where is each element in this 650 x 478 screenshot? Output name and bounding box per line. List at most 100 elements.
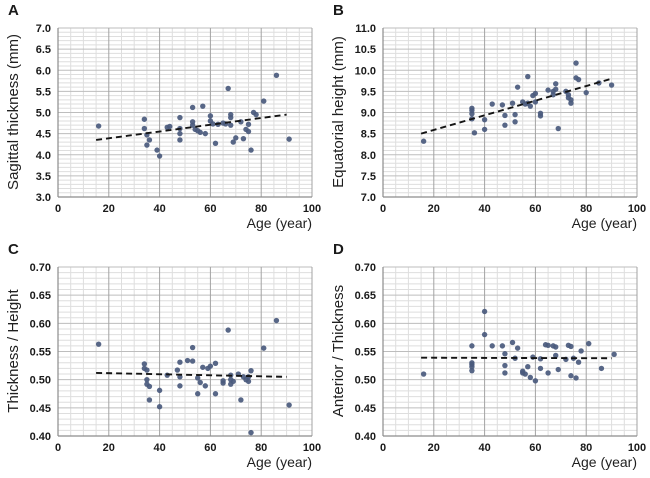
- data-point: [144, 367, 150, 373]
- data-point: [611, 351, 617, 358]
- y-tick-label: 0.45: [30, 403, 51, 415]
- data-point: [177, 359, 183, 365]
- data-point: [509, 100, 516, 106]
- panel-b: B Equatorial height (mm) 7.0 7.5 8.0 8.5 9.0…: [325, 0, 650, 239]
- data-point: [210, 121, 216, 127]
- y-tick-label: 6.5: [36, 44, 51, 56]
- data-point: [568, 100, 574, 106]
- panel-c: C Thickness / Height 0.40 0.45 0.50 0.55 0.6…: [0, 239, 325, 478]
- data-point: [550, 92, 556, 98]
- data-point: [598, 365, 605, 372]
- data-point: [469, 367, 475, 374]
- data-point: [248, 367, 254, 374]
- data-point: [177, 130, 183, 137]
- y-tick-label: 0.40: [355, 431, 376, 443]
- x-tick-label: 0: [380, 203, 386, 215]
- data-point: [481, 308, 488, 315]
- data-point: [586, 340, 592, 347]
- data-point: [471, 130, 478, 136]
- y-tick-label: 9.5: [361, 86, 376, 98]
- y-tick-label: 0.65: [355, 290, 376, 302]
- data-point: [575, 76, 582, 83]
- data-point: [230, 378, 236, 385]
- x-tick-label: 80: [580, 203, 592, 215]
- x-tick-label: 0: [55, 442, 61, 454]
- y-tick-label: 0.55: [355, 347, 376, 359]
- data-point: [502, 122, 508, 128]
- x-tick-label: 100: [303, 203, 321, 215]
- x-tick-label: 80: [255, 203, 267, 215]
- data-point: [499, 343, 506, 349]
- data-point: [555, 366, 561, 373]
- data-point: [146, 137, 153, 143]
- data-point: [583, 89, 589, 96]
- data-point: [253, 111, 259, 118]
- data-point: [553, 86, 559, 92]
- data-point: [197, 129, 203, 136]
- panel-a: A Sagittal thickness (mm) 3.0 3.5 4.0 4.5 5.…: [0, 0, 325, 239]
- data-point: [527, 374, 534, 381]
- data-point: [545, 87, 551, 93]
- panel-b-letter: B: [333, 2, 344, 19]
- x-tick-label: 80: [580, 442, 592, 454]
- data-point: [189, 122, 196, 128]
- data-point: [189, 104, 196, 111]
- data-point: [553, 352, 559, 359]
- data-point: [156, 404, 163, 410]
- y-tick-label: 7.0: [361, 192, 376, 204]
- data-point: [469, 364, 475, 370]
- data-point: [248, 147, 254, 153]
- x-tick-label: 20: [428, 442, 440, 454]
- data-point: [207, 363, 214, 369]
- x-tick-label: 60: [204, 203, 216, 215]
- x-tick-label: 0: [55, 203, 61, 215]
- data-point: [195, 391, 201, 397]
- data-point: [195, 375, 201, 381]
- data-point: [481, 126, 488, 133]
- data-point: [177, 137, 183, 143]
- x-tick-label: 60: [204, 442, 216, 454]
- data-point: [230, 139, 236, 145]
- x-tick-label: 60: [529, 442, 541, 454]
- data-point: [509, 339, 516, 346]
- data-point: [245, 378, 252, 385]
- data-point: [481, 116, 488, 123]
- data-point: [553, 344, 559, 350]
- data-point: [248, 429, 254, 436]
- data-point: [200, 364, 206, 370]
- data-point: [261, 345, 267, 351]
- y-tick-label: 0.55: [30, 347, 51, 359]
- data-point: [532, 90, 539, 97]
- data-point: [146, 397, 153, 403]
- x-tick-label: 100: [303, 442, 321, 454]
- data-point: [212, 360, 219, 367]
- data-point: [537, 365, 544, 372]
- data-point: [469, 343, 475, 349]
- data-point: [286, 402, 292, 408]
- y-tick-label: 0.60: [355, 318, 376, 330]
- data-point: [525, 73, 531, 80]
- panel-c-x-axis-title: Age (year): [246, 454, 312, 470]
- data-point: [420, 371, 427, 377]
- y-tick-label: 5.0: [36, 108, 51, 120]
- data-point: [469, 111, 475, 117]
- y-tick-label: 0.50: [355, 375, 376, 387]
- x-tick-label: 20: [103, 442, 115, 454]
- panel-a-letter: A: [8, 2, 19, 19]
- trend-line: [420, 77, 612, 135]
- y-tick-label: 8.5: [361, 129, 376, 141]
- data-point: [212, 140, 219, 147]
- data-point: [245, 121, 252, 128]
- y-tick-label: 0.70: [355, 262, 376, 274]
- x-tick-label: 20: [428, 203, 440, 215]
- data-point: [245, 128, 252, 135]
- data-point: [525, 364, 531, 370]
- data-point: [174, 367, 181, 373]
- data-point: [573, 375, 579, 381]
- y-tick-label: 5.5: [36, 86, 51, 98]
- trend-line: [95, 113, 287, 141]
- data-point: [146, 383, 153, 390]
- data-point: [512, 119, 518, 125]
- trend-line: [96, 371, 287, 378]
- data-point: [220, 380, 226, 386]
